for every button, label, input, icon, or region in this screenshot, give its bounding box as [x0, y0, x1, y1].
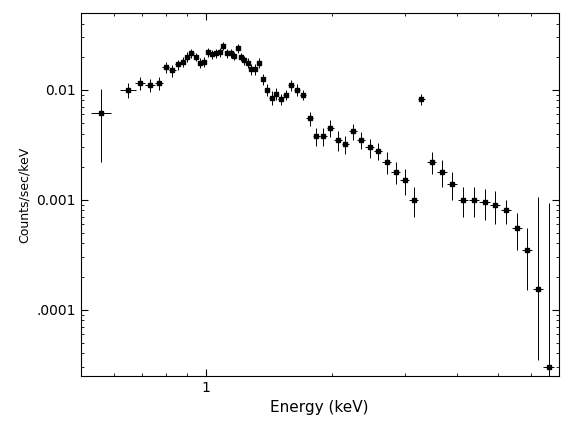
Y-axis label: Counts/sec/keV: Counts/sec/keV: [18, 146, 31, 242]
X-axis label: Energy (keV): Energy (keV): [270, 400, 369, 415]
